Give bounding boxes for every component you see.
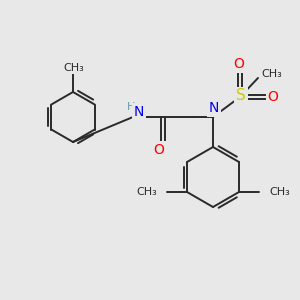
Text: CH₃: CH₃ (64, 63, 84, 73)
Text: CH₃: CH₃ (269, 187, 290, 197)
Text: O: O (268, 90, 278, 104)
Text: S: S (236, 88, 246, 104)
Text: O: O (234, 57, 244, 71)
Text: O: O (154, 143, 164, 157)
Text: CH₃: CH₃ (136, 187, 157, 197)
Text: N: N (209, 101, 219, 115)
Text: H: H (127, 102, 135, 112)
Text: N: N (134, 105, 144, 119)
Text: CH₃: CH₃ (262, 69, 282, 79)
